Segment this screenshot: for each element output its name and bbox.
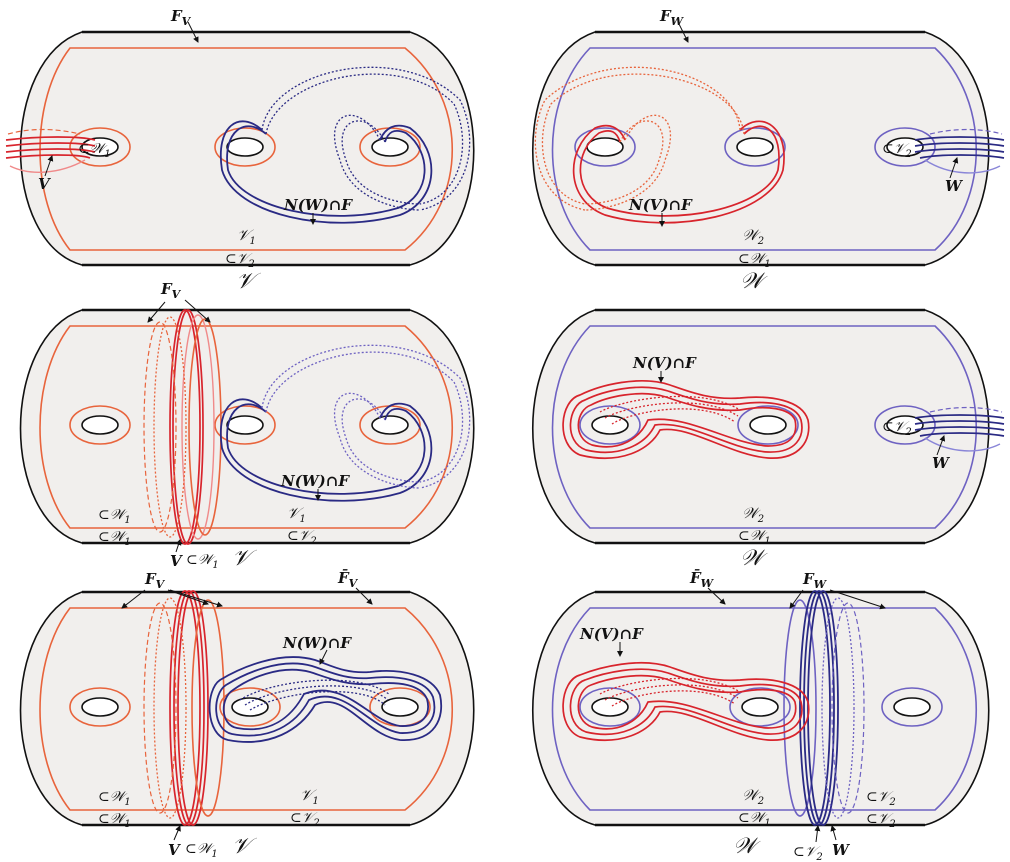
svg-text:F̄V: F̄V [337,568,359,590]
outer-loop-orange-a [39,47,453,251]
svg-text:FW: FW [659,7,685,28]
svg-text:𝒲2: 𝒲2 [742,786,764,807]
svg-text:W: W [832,841,851,859]
svg-text:⊂𝒲1: ⊂𝒲1 [98,529,131,548]
svg-text:𝒱: 𝒱 [232,546,257,571]
svg-text:⊂𝒲1: ⊂𝒲1 [186,552,219,571]
panel-bottom-right [532,590,990,827]
svg-text:N(W)∩F: N(W)∩F [280,472,350,490]
svg-text:⊂𝒲1: ⊂𝒲1 [738,810,771,829]
svg-text:𝒱: 𝒱 [232,834,257,859]
nw-cap-f-loop-a [219,120,433,224]
svg-text:𝒱: 𝒱 [236,269,261,294]
svg-text:V: V [168,841,181,859]
svg-text:𝒲: 𝒲 [733,834,761,859]
svg-text:𝒲2: 𝒲2 [742,504,764,525]
svg-text:⊂𝒲1: ⊂𝒲1 [185,841,218,860]
svg-text:𝒲2: 𝒲2 [742,226,764,247]
svg-text:⊂𝒱2: ⊂𝒱2 [793,844,823,862]
svg-text:𝒲: 𝒲 [740,546,768,571]
panel-top-left [5,30,475,267]
svg-text:N(W)∩F: N(W)∩F [282,634,352,652]
svg-text:F̄W: F̄W [689,568,715,590]
svg-text:FW: FW [802,570,828,591]
svg-text:⊂𝒱2: ⊂𝒱2 [290,810,320,829]
svg-text:FV: FV [144,570,166,591]
svg-text:⊂𝒲1: ⊂𝒲1 [98,507,131,526]
svg-text:N(V)∩F: N(V)∩F [628,196,693,214]
svg-text:W: W [945,177,964,195]
svg-text:N(V)∩F: N(V)∩F [579,625,644,643]
svg-text:⊂𝒱2: ⊂𝒱2 [866,811,896,830]
svg-text:⊂𝒱2: ⊂𝒱2 [866,789,896,808]
svg-text:W: W [932,454,951,472]
label-nw-f-a: N(W)∩F [283,196,353,214]
svg-text:⊂𝒲1: ⊂𝒲1 [738,251,771,270]
svg-text:N(V)∩F: N(V)∩F [632,354,697,372]
panel-middle-right [532,308,1005,545]
svg-text:FV: FV [160,280,182,301]
svg-text:V: V [38,175,51,193]
panel-bottom-left [19,590,475,827]
svg-text:⊂𝒱2: ⊂𝒱2 [882,419,912,438]
svg-text:𝒲: 𝒲 [740,269,768,294]
svg-text:⊂𝒱2: ⊂𝒱2 [225,251,255,270]
svg-text:⊂𝒲1: ⊂𝒲1 [78,141,111,160]
svg-text:⊂𝒱2: ⊂𝒱2 [287,528,317,547]
svg-text:⊂𝒲1: ⊂𝒲1 [98,789,131,808]
panel-top-right [532,30,1005,267]
svg-text:⊂𝒲1: ⊂𝒲1 [738,528,771,547]
panel-middle-left [19,308,475,545]
label-fv-a: FV [170,7,192,28]
svg-text:V: V [170,552,183,570]
svg-text:⊂𝒲1: ⊂𝒲1 [98,811,131,830]
panel-c-labels: FV N(W)∩F 𝒱1 ⊂𝒱2 ⊂𝒲1 ⊂𝒲1 V ⊂𝒲1 𝒱 [98,280,350,571]
svg-text:⊂𝒱2: ⊂𝒱2 [882,141,912,160]
